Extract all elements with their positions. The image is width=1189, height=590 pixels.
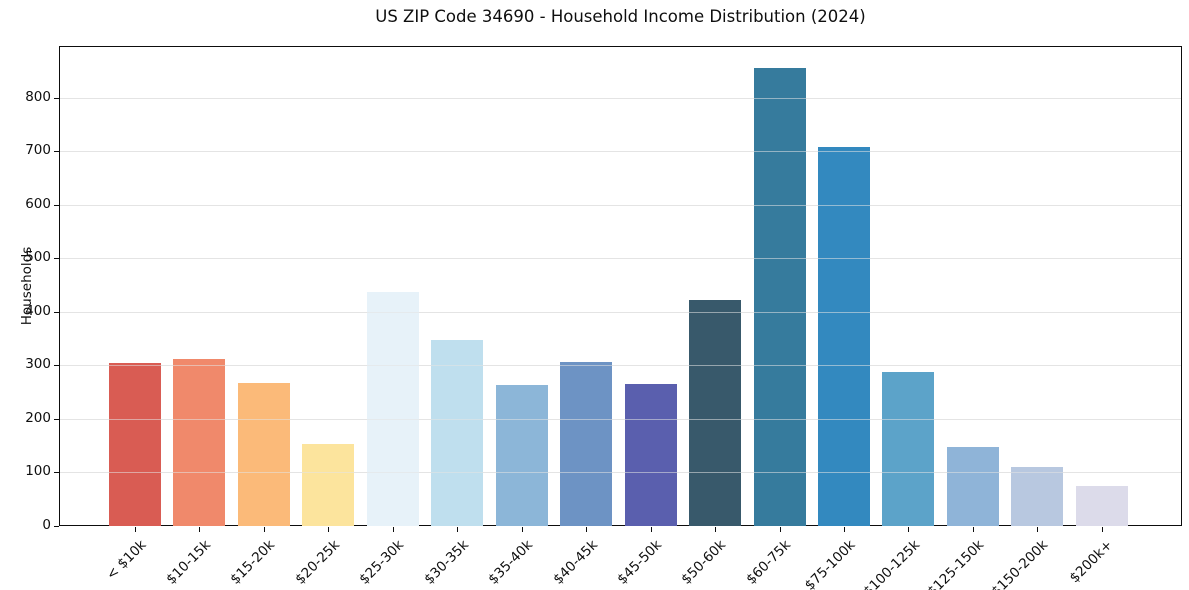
x-tick-mark xyxy=(263,527,265,532)
x-tick-label-text: $35-40k xyxy=(485,537,537,588)
x-tick-mark xyxy=(844,527,845,532)
x-tick-mark xyxy=(199,527,201,532)
y-tick-label: 500 xyxy=(25,249,51,266)
x-tick-label-text: $60-75k xyxy=(743,537,794,588)
y-tick-label: 0 xyxy=(42,517,51,533)
bar xyxy=(753,67,806,526)
gridline-overlay xyxy=(60,472,1181,474)
x-tick-label-text: $200k+ xyxy=(1066,537,1117,587)
bar xyxy=(1011,467,1064,526)
gridline-overlay xyxy=(60,151,1181,153)
bar xyxy=(237,382,290,526)
gridline-overlay xyxy=(60,97,1181,99)
x-tick-label-text: $10-15k xyxy=(163,537,214,588)
x-tick-label-text: $45-50k xyxy=(614,537,665,588)
x-tick-mark xyxy=(1101,527,1103,532)
gridline-overlay xyxy=(60,204,1181,206)
chart-title: US ZIP Code 34690 - Household Income Dis… xyxy=(375,7,866,26)
x-tick-label-text: $50-60k xyxy=(678,537,730,588)
bar xyxy=(818,147,870,526)
y-tick-label: 700 xyxy=(25,142,51,159)
x-tick-mark xyxy=(392,527,394,532)
y-tick-mark xyxy=(54,418,59,420)
y-tick-mark xyxy=(54,151,59,153)
gridline-overlay xyxy=(60,311,1181,313)
y-tick-label: 300 xyxy=(25,356,51,373)
bar xyxy=(882,372,935,526)
bar xyxy=(431,339,484,526)
x-tick-mark xyxy=(715,527,717,532)
y-tick-mark xyxy=(54,526,59,527)
y-tick-mark xyxy=(54,204,59,206)
x-tick-mark xyxy=(650,527,652,532)
y-tick-mark xyxy=(54,311,59,313)
y-tick-label: 400 xyxy=(25,302,51,319)
y-tick-label: 800 xyxy=(25,88,51,105)
x-tick-mark xyxy=(779,527,781,532)
x-tick-label-text: $25-30k xyxy=(356,537,408,588)
x-tick-label-text: $125-150k xyxy=(924,537,988,590)
x-tick-label-text: $150-200k xyxy=(988,537,1052,590)
x-tick-mark xyxy=(1037,527,1039,532)
bar xyxy=(689,299,742,526)
bar xyxy=(1075,485,1128,526)
x-tick-label-text: $15-20k xyxy=(227,537,279,588)
x-tick-mark xyxy=(586,527,588,532)
x-tick-label-text: $100-125k xyxy=(859,537,923,590)
y-tick-label: 200 xyxy=(25,409,51,426)
gridline-overlay xyxy=(60,258,1181,260)
y-tick-mark xyxy=(54,365,59,367)
x-tick-label-text: $30-35k xyxy=(420,537,472,588)
y-tick-mark xyxy=(54,97,59,99)
x-tick-label-text: $40-45k xyxy=(549,537,601,588)
x-tick-mark xyxy=(135,527,136,532)
bar xyxy=(495,385,548,526)
x-tick-mark xyxy=(972,527,974,532)
plot-area xyxy=(59,46,1182,526)
y-tick-mark xyxy=(54,472,59,474)
bar xyxy=(366,292,419,526)
x-tick-label-text: $75-100k xyxy=(801,537,859,590)
gridline-overlay xyxy=(60,418,1181,420)
bar xyxy=(173,359,226,526)
bar xyxy=(624,384,677,526)
bar xyxy=(560,361,613,526)
x-tick-label-text: < $10k xyxy=(103,537,150,584)
y-tick-mark xyxy=(54,258,59,260)
x-tick-mark xyxy=(908,527,910,532)
bar xyxy=(946,447,999,526)
bar xyxy=(302,444,355,526)
x-tick-mark xyxy=(328,527,330,532)
gridline-overlay xyxy=(60,365,1181,367)
y-tick-label: 600 xyxy=(25,195,51,212)
y-axis-label: Households xyxy=(19,246,36,326)
x-tick-mark xyxy=(521,527,523,532)
bar xyxy=(109,363,161,526)
x-tick-mark xyxy=(457,527,459,532)
y-tick-label: 100 xyxy=(25,463,51,480)
x-tick-label-text: $20-25k xyxy=(292,537,343,588)
